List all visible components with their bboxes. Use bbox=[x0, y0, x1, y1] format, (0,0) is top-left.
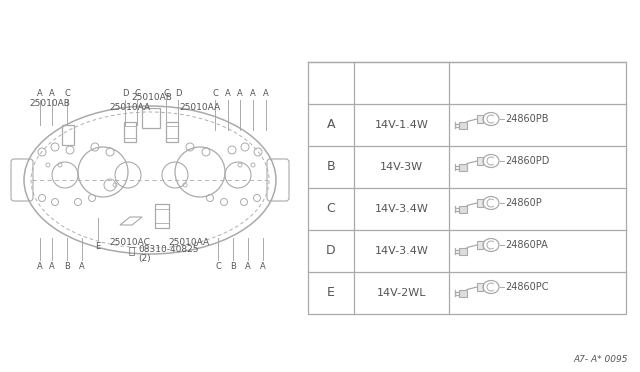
Text: D: D bbox=[326, 244, 336, 257]
Text: A: A bbox=[263, 89, 269, 98]
Text: (2): (2) bbox=[139, 253, 151, 263]
Text: A7- A* 0095: A7- A* 0095 bbox=[573, 355, 628, 364]
Text: A: A bbox=[245, 262, 251, 271]
Text: A: A bbox=[260, 262, 266, 271]
Text: 25010AA: 25010AA bbox=[168, 238, 209, 247]
Text: D: D bbox=[122, 89, 128, 98]
Text: 14V-3W: 14V-3W bbox=[380, 162, 423, 172]
Text: 24860PB: 24860PB bbox=[505, 114, 548, 124]
Text: A: A bbox=[250, 89, 256, 98]
Text: 14V-3.4W: 14V-3.4W bbox=[374, 204, 428, 214]
Bar bbox=[459, 205, 467, 212]
Text: C: C bbox=[326, 202, 335, 215]
Bar bbox=[477, 283, 483, 291]
Bar bbox=[459, 289, 467, 296]
Bar bbox=[477, 199, 483, 207]
Bar bbox=[166, 122, 178, 142]
Text: 24860PD: 24860PD bbox=[505, 156, 549, 166]
Bar bbox=[477, 115, 483, 123]
Text: E: E bbox=[327, 286, 335, 299]
Text: A: A bbox=[49, 89, 55, 98]
Text: 25010AB: 25010AB bbox=[132, 93, 172, 102]
Text: A: A bbox=[37, 262, 43, 271]
Text: C: C bbox=[64, 89, 70, 98]
Bar bbox=[459, 247, 467, 254]
Text: 25010AC: 25010AC bbox=[109, 238, 150, 247]
Bar bbox=[477, 157, 483, 165]
Text: B: B bbox=[230, 262, 236, 271]
Text: 25010AA: 25010AA bbox=[179, 103, 221, 112]
Text: B: B bbox=[64, 262, 70, 271]
Text: A: A bbox=[37, 89, 43, 98]
Text: C: C bbox=[134, 89, 140, 98]
Text: 24860P: 24860P bbox=[505, 198, 541, 208]
Bar bbox=[459, 122, 467, 128]
Text: C: C bbox=[212, 89, 218, 98]
Bar bbox=[124, 126, 136, 138]
Text: 24860PA: 24860PA bbox=[505, 240, 548, 250]
Text: 14V-2WL: 14V-2WL bbox=[377, 288, 426, 298]
Text: D: D bbox=[175, 89, 181, 98]
Bar bbox=[142, 108, 160, 128]
Text: 14V-1.4W: 14V-1.4W bbox=[374, 120, 428, 130]
Text: 14V-3.4W: 14V-3.4W bbox=[374, 246, 428, 256]
Text: 25010AA: 25010AA bbox=[109, 103, 150, 112]
Bar bbox=[166, 126, 178, 138]
Text: A: A bbox=[237, 89, 243, 98]
Bar bbox=[155, 209, 169, 223]
Text: Ⓢ: Ⓢ bbox=[129, 245, 135, 255]
Bar bbox=[155, 204, 169, 228]
Bar bbox=[124, 122, 136, 142]
Text: A: A bbox=[327, 119, 335, 131]
Text: 24860PC: 24860PC bbox=[505, 282, 548, 292]
Text: A: A bbox=[79, 262, 85, 271]
Text: B: B bbox=[326, 160, 335, 173]
Text: 08310-40825: 08310-40825 bbox=[138, 246, 198, 254]
Bar bbox=[62, 125, 74, 145]
Text: E: E bbox=[95, 242, 100, 251]
Text: 25010AB: 25010AB bbox=[29, 99, 70, 108]
Bar bbox=[459, 164, 467, 170]
Text: A: A bbox=[49, 262, 55, 271]
Text: C: C bbox=[163, 89, 169, 98]
Text: A: A bbox=[225, 89, 231, 98]
Bar bbox=[477, 241, 483, 249]
Text: C: C bbox=[215, 262, 221, 271]
